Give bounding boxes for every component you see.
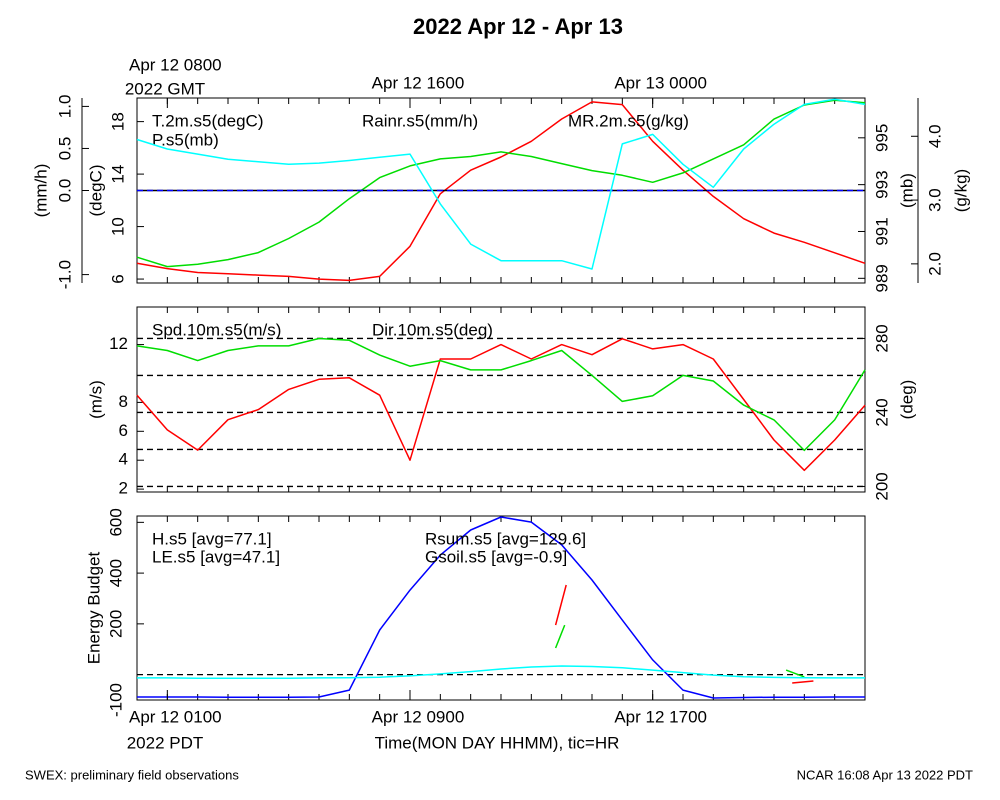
y-tick-label: 200 [106,610,125,638]
legend-label: Rsum.s5 [avg=129.6] [425,529,586,548]
series-line [554,624,805,678]
series-line [136,101,866,282]
y-tick-label: 240 [872,398,891,426]
x-axis-label: Time(MON DAY HHMM), tic=HR [375,733,620,752]
y-tick-label: -100 [106,683,125,717]
y-tick-label: 2.0 [925,252,944,276]
x-tick-label: Apr 12 0900 [372,707,465,726]
y-axis-label: (deg) [897,380,916,420]
y-tick-label: 10 [108,217,127,236]
y-tick-label: 1.0 [55,95,74,119]
footer-left: SWEX: preliminary field observations [25,767,239,782]
y-tick-label: 989 [872,264,891,292]
series-line [136,99,866,268]
y-tick-label: 400 [106,559,125,587]
y-axis-label: (mb) [897,173,916,208]
y-axis-label: (mm/h) [31,164,50,218]
top-sublabel: 2022 GMT [125,79,205,98]
y-tick-label: 3.0 [925,188,944,212]
y-tick-label: 0.0 [55,179,74,203]
y-tick-label: 14 [108,165,127,184]
x-top-tick-label: Apr 13 0000 [614,73,707,92]
x-tick-label: Apr 12 1700 [614,707,707,726]
legend-label: T.2m.s5(degC) [152,111,263,130]
y-tick-label: 18 [108,112,127,131]
legend-label: Spd.10m.s5(m/s) [152,320,281,339]
y-tick-label: 8 [119,392,128,411]
y-tick-label: 280 [872,324,891,352]
y-axis-label: (m/s) [86,380,105,419]
x-tick-label: Apr 12 0100 [129,707,222,726]
series-line [136,337,866,452]
y-tick-label: 4 [119,450,128,469]
y-tick-label: 12 [109,334,128,353]
series-line [137,516,865,699]
y-tick-label: 6 [119,421,128,440]
y-axis-label: (degC) [86,165,105,217]
series-line [136,98,866,270]
y-tick-label: 4.0 [925,124,944,148]
y-tick-label: 200 [872,472,891,500]
legend-label: Gsoil.s5 [avg=-0.9] [425,547,567,566]
y-tick-label: 993 [872,170,891,198]
legend-label: H.s5 [avg=77.1] [152,529,272,548]
footer-right: NCAR 16:08 Apr 13 2022 PDT [797,767,973,782]
y-axis-label: Energy Budget [84,551,103,664]
chart-title: 2022 Apr 12 - Apr 13 [413,14,623,39]
legend-label: P.s5(mb) [152,130,219,149]
y-tick-label: 6 [108,274,127,283]
series-line [137,665,865,679]
x-top-tick-label: Apr 12 1600 [372,73,465,92]
y-tick-label: 991 [872,217,891,245]
y-tick-label: -1.0 [55,260,74,289]
legend-label: Dir.10m.s5(deg) [372,320,493,339]
legend-label: Rainr.s5(mm/h) [362,111,478,130]
series-line [554,584,814,684]
bottom-sublabel: 2022 PDT [127,733,204,752]
series-line [136,338,866,472]
legend-label: LE.s5 [avg=47.1] [152,547,280,566]
y-axis-label: (g/kg) [951,169,970,212]
y-tick-label: 2 [119,479,128,498]
y-tick-label: 0.5 [55,137,74,161]
legend-label: MR.2m.s5(g/kg) [568,111,689,130]
x-top-tick-label: Apr 12 0800 [129,55,222,74]
y-tick-label: 995 [872,124,891,152]
y-tick-label: 600 [106,508,125,536]
